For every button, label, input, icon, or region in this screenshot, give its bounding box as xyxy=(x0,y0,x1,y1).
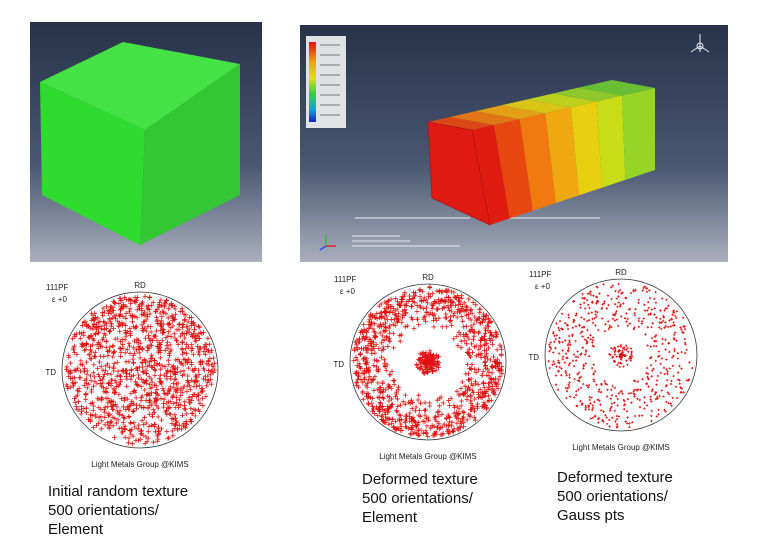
pole-figure-circle xyxy=(61,291,219,449)
pole-figure-points xyxy=(351,284,505,439)
prism-top-band xyxy=(553,87,623,102)
credit-label: Light Metals Group @KIMS xyxy=(379,452,477,461)
strain-label: ε +0 xyxy=(535,282,550,291)
prism-top-band xyxy=(578,80,655,96)
plot-label: 111PF xyxy=(334,275,356,284)
caption-line: 500 orientations/ xyxy=(48,502,160,519)
caption-line: Initial random texture xyxy=(48,483,188,500)
caption-line: Deformed texture xyxy=(362,471,478,488)
strain-label: ε +0 xyxy=(340,287,355,296)
prism-side-band xyxy=(519,113,556,211)
caption-line: 500 orientations/ xyxy=(557,488,669,505)
td-label: TD xyxy=(333,360,344,369)
pole-figure-circle xyxy=(349,283,507,441)
prism-side-band xyxy=(545,107,580,203)
pole-figure: 111PF ε +0 RD TD Light Metals Group @KIMS Def… xyxy=(333,273,507,526)
prism-side-band xyxy=(622,88,655,180)
caption-line: Element xyxy=(362,509,418,526)
pole-figure-points xyxy=(547,282,694,429)
prism-top-band xyxy=(475,105,546,120)
td-label: TD xyxy=(528,353,539,362)
prism-end-face xyxy=(427,121,491,226)
plot-label: 111PF xyxy=(46,283,68,292)
deformed-render xyxy=(300,25,728,262)
prism-top-band xyxy=(501,99,571,114)
caption-line: Deformed texture xyxy=(557,469,673,486)
pole-figure-points xyxy=(64,293,218,447)
pole-figure-circle xyxy=(544,278,698,432)
prism-side-band xyxy=(570,101,603,196)
caption-line: Element xyxy=(48,521,104,538)
credit-label: Light Metals Group @KIMS xyxy=(572,443,670,452)
plot-label: 111PF xyxy=(529,270,551,279)
strain-label: ε +0 xyxy=(52,295,67,304)
pole-figure: 111PF ε +0 RD TD Light Metals Group @KIMS Ini… xyxy=(45,281,219,538)
prism-top-band xyxy=(450,111,520,125)
prism-side-band xyxy=(472,124,510,225)
rd-label: RD xyxy=(615,268,627,277)
cube-render xyxy=(30,22,262,262)
rd-label: RD xyxy=(422,273,434,282)
rd-label: RD xyxy=(134,281,146,290)
caption-line: 500 orientations/ xyxy=(362,490,474,507)
prism-top-band xyxy=(428,116,494,130)
pole-figure: 111PF ε +0 RD TD Light Metals Group @KIMS Def… xyxy=(528,268,698,524)
prism-top-band xyxy=(527,93,597,108)
credit-label: Light Metals Group @KIMS xyxy=(91,460,189,469)
prism-side-band xyxy=(596,95,626,188)
prism-side-band xyxy=(493,119,533,219)
caption-line: Gauss pts xyxy=(557,507,625,524)
td-label: TD xyxy=(45,368,56,377)
